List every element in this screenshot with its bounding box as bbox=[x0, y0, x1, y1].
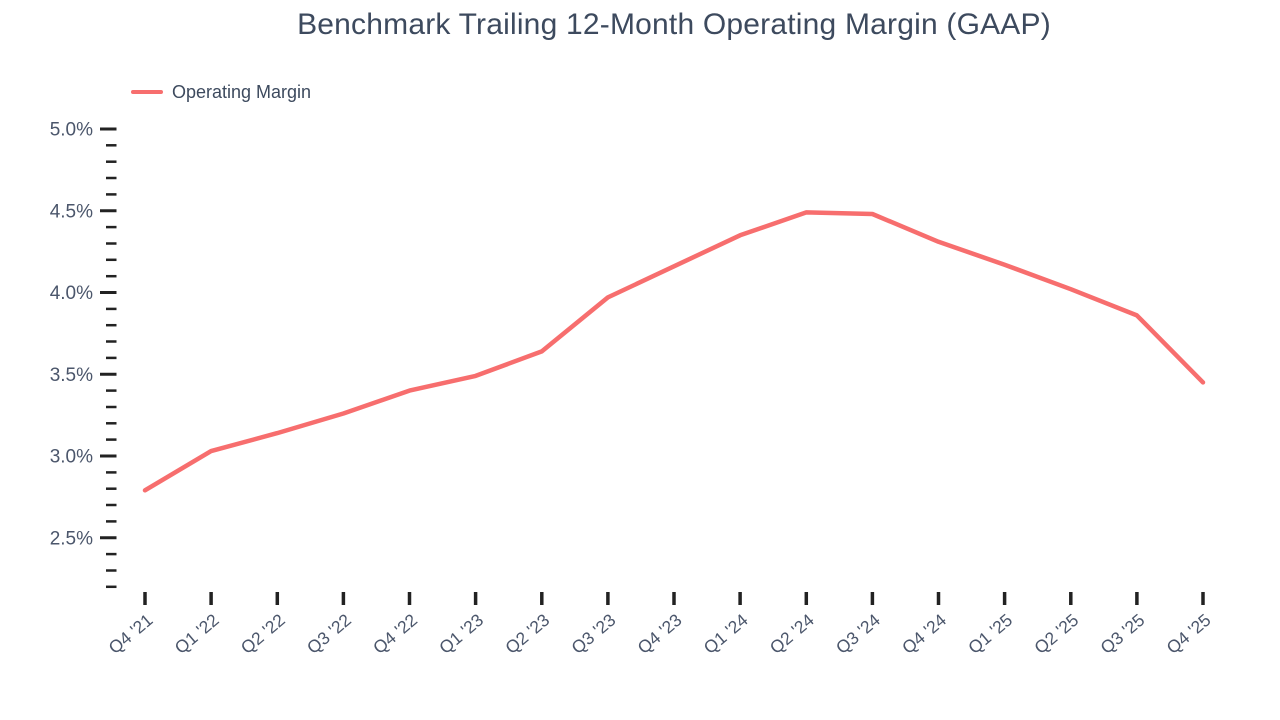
x-axis-label: Q3 '24 bbox=[832, 610, 884, 658]
x-axis-label: Q1 '22 bbox=[171, 610, 223, 658]
x-axis-label: Q4 '23 bbox=[634, 610, 686, 658]
x-axis-label: Q4 '22 bbox=[369, 610, 421, 658]
legend-label: Operating Margin bbox=[172, 82, 312, 102]
x-axis-label: Q3 '23 bbox=[568, 610, 620, 658]
y-axis-label: 4.0% bbox=[50, 283, 93, 304]
x-axis-label: Q4 '25 bbox=[1163, 610, 1215, 658]
x-axis-label: Q3 '25 bbox=[1097, 610, 1149, 658]
y-axis-label: 3.5% bbox=[50, 365, 93, 386]
chart-title: Benchmark Trailing 12-Month Operating Ma… bbox=[297, 8, 1051, 41]
x-axis-label: Q2 '25 bbox=[1030, 610, 1082, 658]
legend: Operating Margin bbox=[131, 81, 311, 103]
y-axis-label: 4.5% bbox=[50, 201, 93, 222]
x-axis-label: Q1 '23 bbox=[435, 610, 487, 658]
x-axis-label: Q3 '22 bbox=[303, 610, 355, 658]
y-axis-label: 2.5% bbox=[50, 528, 93, 549]
y-axis-label: 5.0% bbox=[50, 120, 93, 141]
y-axis-label: 3.0% bbox=[50, 447, 93, 468]
x-axis-label: Q1 '24 bbox=[700, 610, 752, 658]
x-axis-label: Q1 '25 bbox=[964, 610, 1016, 658]
x-axis-label: Q2 '24 bbox=[766, 610, 818, 658]
x-axis-label: Q4 '21 bbox=[105, 610, 157, 658]
series-line-operating-margin bbox=[142, 210, 1206, 493]
x-axis-label: Q4 '24 bbox=[898, 610, 950, 658]
x-axis-label: Q2 '23 bbox=[501, 610, 553, 658]
x-axis-label: Q2 '22 bbox=[237, 610, 289, 658]
legend-line-swatch bbox=[131, 89, 163, 95]
